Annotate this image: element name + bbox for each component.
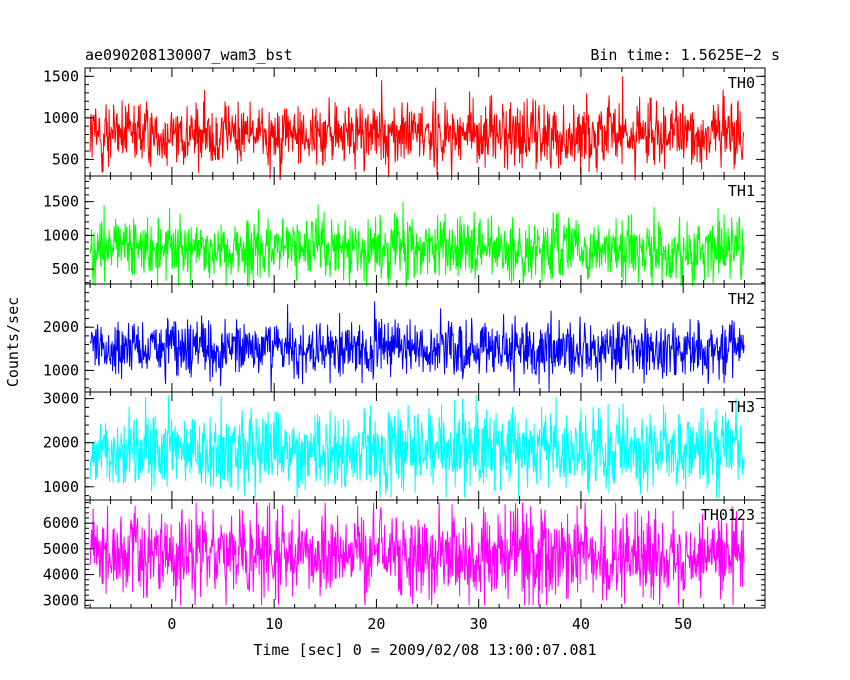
y-tick-label: 1000	[43, 478, 79, 496]
panel-th0123: 3000 4000 5000 6000 TH0123	[43, 499, 766, 609]
y-tick-label: 1000	[43, 226, 79, 244]
y-tick-label: 6000	[43, 514, 79, 532]
series-th1	[89, 201, 745, 287]
y-tick-label: 500	[52, 150, 79, 168]
y-axis-label: Counts/sec	[4, 297, 22, 387]
panel-th3: 1000 2000 3000 TH3	[43, 390, 766, 501]
y-tick-label: 1000	[43, 361, 79, 379]
y-tick-label: 4000	[43, 566, 79, 584]
y-tick-label: 2000	[43, 318, 79, 336]
panel-th1: 500 1000 1500 TH1	[43, 175, 766, 287]
y-tick-label: 5000	[43, 540, 79, 558]
y-tick-label: 2000	[43, 434, 79, 452]
x-tick-label: 10	[265, 615, 283, 633]
y-tick-label: 1500	[43, 67, 79, 85]
plot-title: ae090208130007_wam3_bst	[85, 46, 293, 64]
x-tick-label: 50	[674, 615, 692, 633]
x-tick-label: 0	[167, 615, 176, 633]
series-th0123	[89, 502, 745, 606]
series-th0	[89, 76, 745, 181]
x-tick-label: 20	[367, 615, 385, 633]
x-axis-label: Time [sec] 0 = 2009/02/08 13:00:07.081	[253, 641, 596, 659]
panel-label-th3: TH3	[728, 398, 755, 416]
y-tick-label: 1000	[43, 109, 79, 127]
y-tick-label: 1500	[43, 193, 79, 211]
panel-label-th2: TH2	[728, 290, 755, 308]
series-th2	[89, 301, 745, 393]
panel-label-th0: TH0	[728, 74, 755, 92]
y-tick-label: 3000	[43, 591, 79, 609]
series-th3	[89, 394, 745, 498]
panel-th0: 500 1000 1500 TH0	[43, 67, 766, 181]
panel-th2: 1000 2000 TH2	[43, 283, 766, 393]
bin-time-label: Bin time: 1.5625E−2 s	[590, 46, 780, 64]
x-tick-label: 30	[470, 615, 488, 633]
panel-label-th0123: TH0123	[701, 506, 755, 524]
panel-label-th1: TH1	[728, 182, 755, 200]
y-tick-label: 500	[52, 260, 79, 278]
x-tick-label: 40	[572, 615, 590, 633]
y-tick-label: 3000	[43, 390, 79, 408]
panel-frame	[84, 175, 766, 285]
